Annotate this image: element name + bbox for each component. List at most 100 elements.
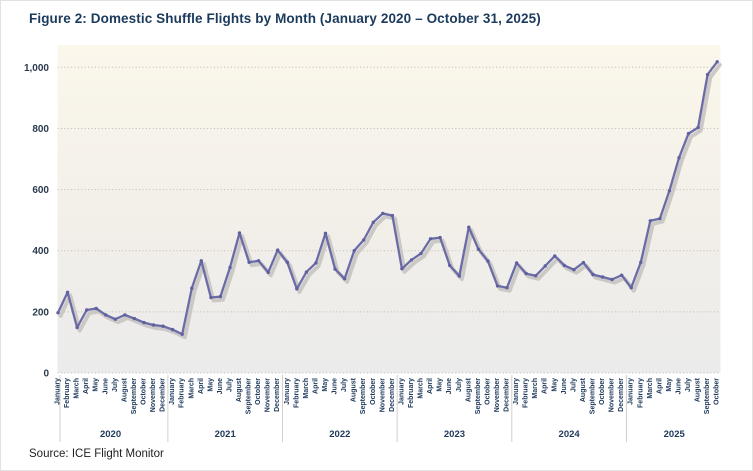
data-point-marker (285, 260, 289, 264)
year-label-2024: 2024 (559, 429, 581, 440)
month-label: May (93, 378, 100, 392)
month-label: December (160, 378, 167, 412)
month-label: August (351, 377, 358, 402)
data-point-marker (247, 260, 251, 264)
data-point-marker (142, 320, 146, 325)
month-label: September (475, 378, 482, 414)
month-label: July (685, 378, 692, 392)
month-label: March (647, 378, 654, 399)
data-point-marker (400, 267, 404, 271)
y-tick-label: 600 (32, 185, 49, 196)
data-point-marker (467, 225, 471, 229)
data-point-marker (94, 306, 98, 311)
month-label: February (293, 378, 300, 408)
month-label: September (590, 378, 597, 414)
month-label: January (284, 378, 291, 405)
month-label: November (150, 378, 157, 413)
month-label: May (666, 378, 673, 392)
data-point-marker (658, 216, 662, 221)
month-label: March (532, 378, 539, 399)
data-point-marker (562, 263, 566, 268)
month-label: December (274, 378, 281, 412)
month-label: December (504, 378, 511, 412)
series-line (56, 60, 719, 336)
month-label: January (169, 378, 176, 405)
year-label-2021: 2021 (215, 429, 237, 440)
data-point-marker (381, 211, 385, 216)
data-point-marker (170, 327, 175, 332)
month-label: August (236, 377, 243, 402)
data-point-marker (572, 268, 576, 272)
data-point-marker (237, 231, 242, 235)
data-point-marker (438, 235, 442, 240)
series-markers (56, 60, 719, 336)
x-axis-month-labels: January February March April May June July Augu… (55, 377, 721, 414)
data-point-marker (486, 259, 490, 263)
data-point-marker (228, 265, 232, 270)
month-label: September (131, 378, 138, 414)
month-label: October (714, 378, 721, 405)
data-point-marker (132, 316, 137, 321)
data-point-marker (276, 248, 280, 252)
data-point-marker (180, 332, 184, 336)
month-label: February (64, 378, 71, 408)
data-point-marker (543, 264, 547, 268)
data-point-marker (266, 270, 270, 275)
chart-title: Figure 2: Domestic Shuffle Flights by Mo… (29, 11, 541, 26)
data-point-marker (314, 261, 318, 265)
month-label: October (599, 378, 606, 405)
month-label: January (628, 378, 635, 405)
data-point-marker (639, 260, 643, 264)
month-label: February (179, 378, 186, 408)
month-label: September (704, 378, 711, 414)
data-point-marker (428, 237, 433, 241)
data-point-marker (362, 238, 366, 242)
data-point-marker (323, 231, 328, 235)
data-point-marker (514, 261, 519, 265)
y-tick-label: 400 (32, 246, 49, 257)
month-label: May (551, 378, 558, 392)
month-label: February (637, 378, 644, 408)
data-point-marker (104, 313, 108, 317)
month-label: October (370, 378, 377, 405)
month-label: December (389, 378, 396, 412)
month-label: May (322, 378, 329, 392)
data-point-marker (161, 324, 165, 328)
month-label: June (446, 378, 453, 394)
month-label: July (570, 378, 577, 392)
month-label: July (456, 378, 463, 392)
data-point-marker (304, 270, 309, 274)
month-label: October (484, 378, 491, 405)
data-point-marker (553, 254, 557, 258)
data-point-marker (113, 317, 118, 321)
month-label: June (332, 378, 339, 394)
data-point-marker (495, 284, 500, 288)
month-label: April (198, 378, 205, 394)
y-tick-label: 800 (32, 124, 49, 135)
month-label: December (618, 378, 625, 412)
x-axis-year-labels: 2020 2021 2022 2023 2024 2025 (100, 429, 686, 440)
data-point-marker (524, 271, 528, 276)
month-label: August (695, 377, 702, 402)
data-point-marker (295, 287, 299, 291)
data-point-marker (715, 60, 719, 64)
month-label: April (312, 378, 319, 394)
month-label: March (303, 378, 310, 399)
month-label: July (341, 378, 348, 392)
data-point-marker (151, 323, 156, 327)
month-label: November (494, 378, 501, 413)
data-point-marker (677, 156, 681, 160)
month-label: November (609, 378, 616, 413)
data-point-marker (457, 274, 461, 278)
year-label-2020: 2020 (100, 429, 121, 440)
month-label: May (207, 378, 214, 392)
month-label: October (140, 378, 147, 405)
data-point-marker (600, 275, 605, 279)
year-label-2022: 2022 (329, 429, 350, 440)
data-point-marker (123, 313, 127, 317)
month-label: September (360, 378, 367, 414)
month-label: June (561, 378, 568, 394)
data-point-marker (256, 259, 261, 263)
month-label: August (465, 377, 472, 402)
